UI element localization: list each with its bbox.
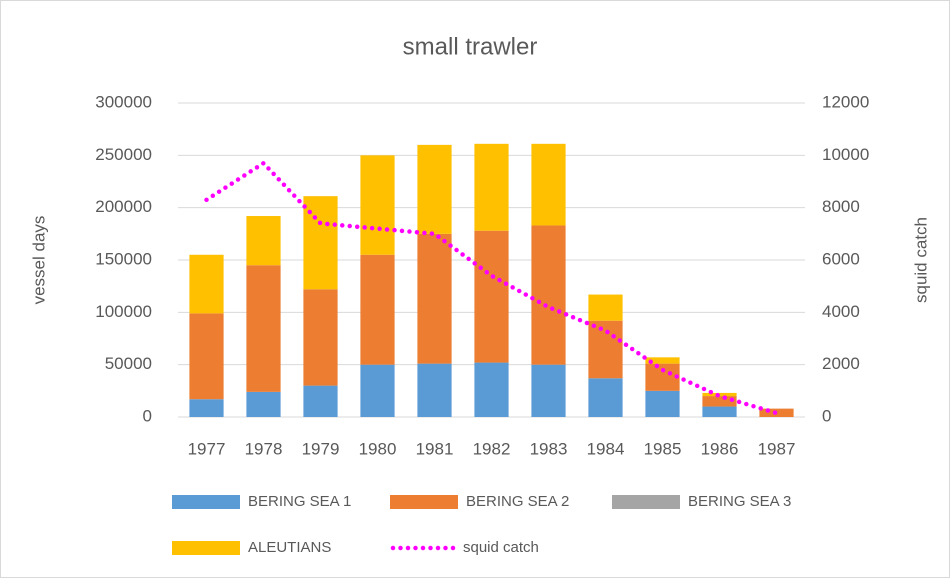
bar-segment <box>246 265 281 392</box>
legend-swatch <box>390 495 458 509</box>
bar-segment <box>531 225 566 365</box>
bar-segment <box>189 254 224 314</box>
bar-segment <box>531 364 566 417</box>
x-tick-label: 1977 <box>188 439 226 458</box>
legend-swatch <box>612 495 680 509</box>
bar-segment <box>246 216 281 266</box>
x-tick-label: 1985 <box>644 439 682 458</box>
bar-segment <box>417 363 452 417</box>
y-tick-label: 150000 <box>95 249 152 268</box>
legend-label: squid catch <box>463 539 539 556</box>
bar-segment <box>360 155 395 255</box>
bar-segment <box>360 254 395 365</box>
x-tick-label: 1980 <box>359 439 397 458</box>
y-tick-label: 200000 <box>95 197 152 216</box>
y-axis-title: vessel days <box>29 216 48 305</box>
bar-segment <box>417 144 452 234</box>
y-tick-label: 250000 <box>95 145 152 164</box>
y2-tick-label: 12000 <box>822 92 869 111</box>
bar-segment <box>588 320 623 379</box>
bar-segment <box>474 143 509 231</box>
y-tick-label: 50000 <box>105 354 152 373</box>
legend-label: BERING SEA 1 <box>248 493 351 510</box>
y-tick-label: 300000 <box>95 92 152 111</box>
y2-tick-label: 4000 <box>822 302 860 321</box>
x-tick-label: 1986 <box>701 439 739 458</box>
bar-segment <box>189 399 224 417</box>
y2-tick-label: 10000 <box>822 145 869 164</box>
legend-label: BERING SEA 3 <box>688 493 791 510</box>
x-tick-label: 1983 <box>530 439 568 458</box>
bar-segment <box>474 230 509 363</box>
bar-segment <box>474 362 509 417</box>
bar-segment <box>702 396 737 407</box>
y2-tick-label: 6000 <box>822 249 860 268</box>
legend-swatch <box>172 541 240 555</box>
legend-swatch <box>172 495 240 509</box>
x-tick-label: 1987 <box>758 439 796 458</box>
bar-segment <box>417 233 452 364</box>
y-tick-label: 100000 <box>95 302 152 321</box>
legend-label: BERING SEA 2 <box>466 493 569 510</box>
x-tick-label: 1979 <box>302 439 340 458</box>
y2-axis-title: squid catch <box>911 217 930 303</box>
line-series <box>204 160 779 416</box>
y2-tick-label: 2000 <box>822 354 860 373</box>
bar-segment <box>246 391 281 417</box>
bar-segment <box>588 378 623 417</box>
y-tick-label: 0 <box>143 406 152 425</box>
bar-segment <box>303 385 338 417</box>
x-tick-label: 1978 <box>245 439 283 458</box>
x-tick-label: 1982 <box>473 439 511 458</box>
bar-segment <box>588 294 623 321</box>
bar-segment <box>531 143 566 226</box>
bar-segment <box>645 357 680 364</box>
chart-title: small trawler <box>403 33 538 60</box>
bar-segment <box>189 313 224 400</box>
bar-segment <box>702 406 737 417</box>
bar-segment <box>360 364 395 417</box>
y2-tick-label: 8000 <box>822 197 860 216</box>
x-tick-label: 1984 <box>587 439 625 458</box>
bar-segment <box>645 390 680 417</box>
y2-tick-label: 0 <box>822 406 831 425</box>
bar-segment <box>645 363 680 391</box>
legend-label: ALEUTIANS <box>248 539 331 556</box>
bar-segment <box>303 289 338 386</box>
x-tick-label: 1981 <box>416 439 454 458</box>
